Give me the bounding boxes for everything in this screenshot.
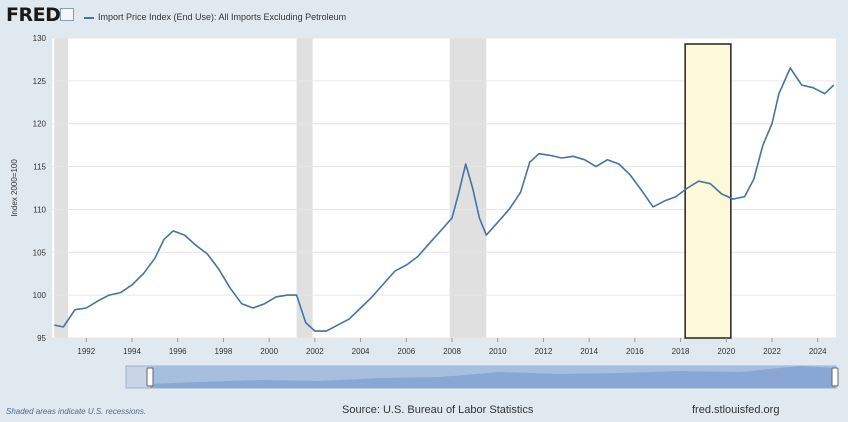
y-tick-label: 120 <box>33 120 47 129</box>
recession-bands <box>54 38 487 338</box>
x-tick-label: 1992 <box>77 347 95 356</box>
source-text: Source: U.S. Bureau of Labor Statistics <box>342 404 534 416</box>
y-tick-label: 130 <box>33 34 47 43</box>
fred-chart-icon <box>60 8 74 21</box>
y-tick-label: 105 <box>33 248 47 257</box>
chart-header: FRED Import Price Index (End Use): All I… <box>0 0 848 34</box>
x-tick-label: 2002 <box>306 347 324 356</box>
x-tick-labels: 1992 1994 1996 1998 2000 2002 2004 2006 2008 2010… <box>77 338 827 356</box>
x-tick-label: 2000 <box>260 347 278 356</box>
site-link[interactable]: fred.stlouisfed.org <box>692 404 780 416</box>
x-tick-label: 1998 <box>215 347 233 356</box>
x-tick-label: 2012 <box>535 347 553 356</box>
x-tick-label: 2014 <box>580 347 598 356</box>
x-tick-label: 2010 <box>489 347 507 356</box>
x-tick-label: 2016 <box>626 347 644 356</box>
y-tick-label: 110 <box>33 205 46 214</box>
legend-entry[interactable]: Import Price Index (End Use): All Import… <box>84 12 346 22</box>
range-slider-minimap <box>150 366 836 388</box>
x-tick-label: 2020 <box>717 347 735 356</box>
series-line[interactable] <box>54 67 835 332</box>
recession-band <box>296 38 313 338</box>
legend-line-icon <box>84 16 94 19</box>
y-tick-label: 100 <box>33 291 47 300</box>
x-tick-label: 1994 <box>123 347 141 356</box>
range-slider-right-handle[interactable] <box>831 367 839 387</box>
x-tick-label: 2022 <box>763 347 781 356</box>
range-slider[interactable] <box>125 365 839 389</box>
x-tick-label: 2008 <box>443 347 461 356</box>
y-tick-labels: 95 100 105 110 115 120 125 130 <box>33 34 47 343</box>
x-tick-label: 2004 <box>352 347 370 356</box>
range-slider-left-handle[interactable] <box>146 367 154 387</box>
series-lines <box>54 67 835 332</box>
x-tick-label: 1996 <box>169 347 187 356</box>
x-tick-label: 2024 <box>809 347 827 356</box>
legend-label: Import Price Index (End Use): All Import… <box>98 12 347 22</box>
highlight-box <box>684 43 732 339</box>
recession-band <box>54 38 68 338</box>
recession-note: Shaded areas indicate U.S. recessions. <box>6 407 147 416</box>
y-tick-label: 95 <box>37 334 46 343</box>
y-axis-label: Index 2000=100 <box>10 159 19 217</box>
highlight-layer <box>684 43 732 339</box>
recession-band <box>449 38 487 338</box>
y-tick-label: 125 <box>33 77 47 86</box>
x-tick-label: 2006 <box>397 347 415 356</box>
x-tick-label: 2018 <box>672 347 690 356</box>
fred-logo[interactable]: FRED <box>6 4 61 26</box>
y-tick-label: 115 <box>33 163 46 172</box>
